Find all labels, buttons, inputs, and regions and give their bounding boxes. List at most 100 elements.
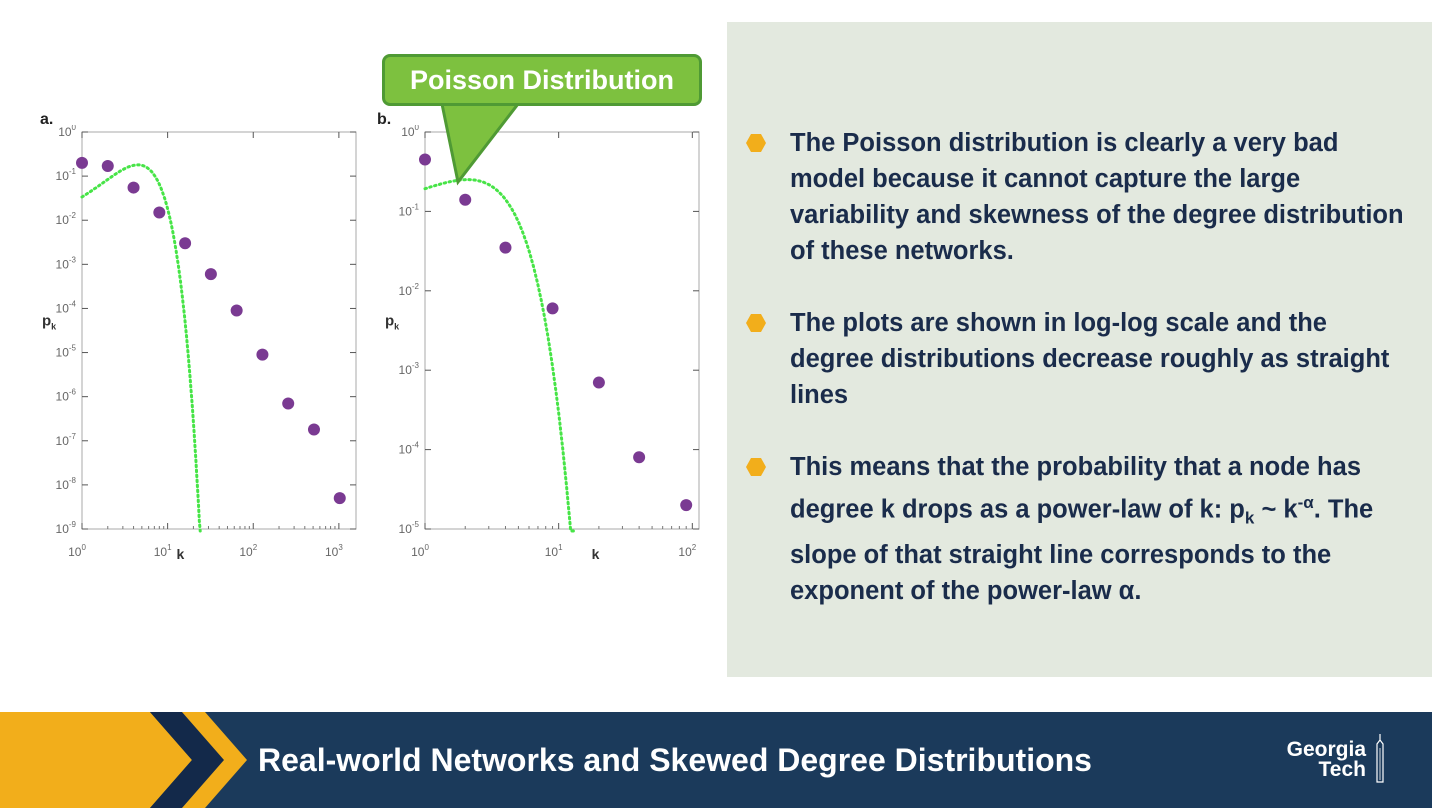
y-tick-exponent: -3 xyxy=(412,361,420,370)
x-tick-label: 102 xyxy=(678,543,696,559)
georgia-tech-logo: Georgia Tech xyxy=(1258,734,1388,788)
data-point xyxy=(499,241,512,254)
bullet-2: The plots are shown in log-log scale and… xyxy=(746,305,1410,413)
x-tick-exponent: 1 xyxy=(167,543,172,552)
y-tick-exponent: -2 xyxy=(69,211,77,220)
tower-icon xyxy=(1376,734,1384,783)
y-tick-label: 10-3 xyxy=(399,361,420,377)
y-tick-label: 10-4 xyxy=(56,299,77,315)
x-tick-exponent: 0 xyxy=(424,543,429,552)
y-tick-exponent: -7 xyxy=(69,432,77,441)
data-point xyxy=(179,237,192,250)
data-point xyxy=(153,206,166,219)
poisson-fit-curve xyxy=(423,178,575,533)
y-tick-label: 10-5 xyxy=(56,344,77,360)
y-tick-label: 10-2 xyxy=(56,211,77,227)
explanation-panel: The Poisson distribution is clearly a ve… xyxy=(727,22,1432,677)
y-tick-label: 10-1 xyxy=(399,202,420,218)
y-tick-label: 10-3 xyxy=(56,255,77,271)
data-point xyxy=(101,159,114,172)
bullet-3-line1: This means that the probability that a n… xyxy=(790,453,1361,524)
y-tick-exponent: -1 xyxy=(69,167,77,176)
y-tick-label: 10-7 xyxy=(56,432,77,448)
y-tick-exponent: -5 xyxy=(69,344,77,353)
bullet-2-text: The plots are shown in log-log scale and… xyxy=(790,309,1390,409)
x-tick-label: 100 xyxy=(68,543,86,559)
y-tick-exponent: -1 xyxy=(412,202,420,211)
bullet-1-text: The Poisson distribution is clearly a ve… xyxy=(790,129,1404,265)
data-point xyxy=(633,451,646,464)
bullet-3-exp: -α xyxy=(1297,493,1314,512)
x-tick-label: 101 xyxy=(545,543,563,559)
y-tick-label: 10-6 xyxy=(56,388,77,404)
y-tick-exponent: -4 xyxy=(412,441,420,450)
x-tick-label: 101 xyxy=(154,543,172,559)
data-point xyxy=(230,304,243,317)
x-tick-exponent: 3 xyxy=(338,543,343,552)
bullet-1: The Poisson distribution is clearly a ve… xyxy=(746,125,1410,269)
bullet-3-kprefix: k: p xyxy=(1199,495,1245,524)
y-tick-label: 10-1 xyxy=(56,167,77,183)
data-point xyxy=(307,423,320,436)
x-tick-label: 103 xyxy=(325,543,343,559)
chart-a-degree-distribution: 10010-110-210-310-410-510-610-710-810-91… xyxy=(42,125,357,562)
y-tick-label: 10-9 xyxy=(56,520,77,536)
y-tick-exponent: -4 xyxy=(69,299,77,308)
callout-label: Poisson Distribution xyxy=(409,65,674,95)
data-point xyxy=(546,302,559,315)
y-tick-exponent: 0 xyxy=(415,125,420,132)
logo-line-1: Georgia xyxy=(1286,738,1366,761)
y-tick-label: 100 xyxy=(58,125,76,139)
x-tick-exponent: 2 xyxy=(253,543,258,552)
bullet-3-ksub: k xyxy=(1244,508,1255,528)
y-tick-exponent: -8 xyxy=(69,476,77,485)
y-tick-exponent: -3 xyxy=(69,255,77,264)
panel-label-a: a. xyxy=(40,111,54,128)
y-tick-label: 10-8 xyxy=(56,476,77,492)
data-point xyxy=(204,268,217,281)
x-axis-label: k xyxy=(592,546,600,562)
callout-box xyxy=(382,54,702,106)
data-point xyxy=(459,193,472,206)
y-axis-label-sub: k xyxy=(394,322,400,332)
poisson-fit-curve xyxy=(80,163,202,533)
y-tick-label: 10-2 xyxy=(399,282,420,298)
y-axis-label: pk xyxy=(385,313,400,332)
y-tick-label: 10-5 xyxy=(399,520,420,536)
data-point xyxy=(592,376,605,389)
y-tick-exponent: 0 xyxy=(72,125,77,132)
hexagon-bullet-icon xyxy=(746,458,766,476)
bullet-3-rest: . The slope of that straight line corres… xyxy=(790,495,1374,605)
slide-title: Real-world Networks and Skewed Degree Di… xyxy=(258,742,1092,778)
hexagon-bullet-icon xyxy=(746,134,766,152)
chevron-decoration-icon xyxy=(0,712,247,808)
y-tick-exponent: -5 xyxy=(412,520,420,529)
footer-bar: Real-world Networks and Skewed Degree Di… xyxy=(0,712,1432,808)
x-axis-label: k xyxy=(177,546,185,562)
y-tick-exponent: -9 xyxy=(69,520,77,529)
plot-frame xyxy=(81,131,357,530)
plot-frame xyxy=(424,131,700,530)
logo-line-2: Tech xyxy=(1318,758,1366,781)
x-tick-exponent: 1 xyxy=(558,543,563,552)
bullet-3-tilde: ~ k xyxy=(1254,495,1298,524)
x-tick-label: 102 xyxy=(239,543,257,559)
hexagon-bullet-icon xyxy=(746,314,766,332)
data-point xyxy=(282,397,295,410)
x-tick-exponent: 2 xyxy=(692,543,697,552)
data-point xyxy=(333,492,346,505)
panel-label-b: b. xyxy=(377,111,392,128)
y-axis-label-sub: k xyxy=(51,322,57,332)
data-point xyxy=(680,499,693,512)
data-point xyxy=(127,181,140,194)
bullet-3: This means that the probability that a n… xyxy=(746,449,1410,609)
data-point xyxy=(256,348,269,361)
data-point xyxy=(419,153,431,166)
x-tick-exponent: 0 xyxy=(81,543,86,552)
y-tick-label: 10-4 xyxy=(399,441,420,457)
x-tick-label: 100 xyxy=(411,543,429,559)
y-tick-exponent: -2 xyxy=(412,282,420,291)
data-point xyxy=(76,156,88,169)
y-tick-exponent: -6 xyxy=(69,388,77,397)
